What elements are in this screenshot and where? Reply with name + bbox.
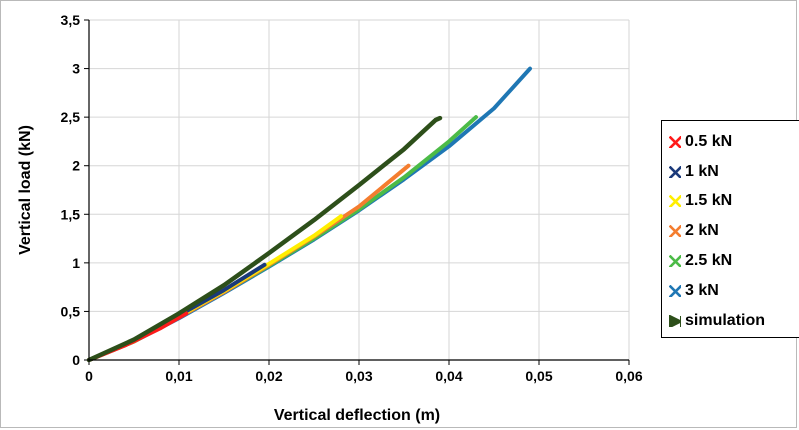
x-marker-icon (669, 135, 681, 148)
x-tick-label: 0,03 (345, 368, 372, 384)
x-tick-label: 0 (85, 368, 93, 384)
y-tick-label: 0,5 (61, 303, 81, 319)
x-marker-icon (669, 195, 681, 208)
x-marker-icon (669, 284, 681, 297)
legend-label: 2.5 kN (685, 252, 733, 270)
y-tick-label: 2,5 (61, 109, 81, 125)
x-tick-label: 0,04 (435, 368, 462, 384)
legend-item-simulation: simulation (669, 306, 799, 336)
legend-label: simulation (685, 311, 766, 329)
x-marker-icon (669, 165, 681, 178)
bowtie-marker-icon (669, 314, 681, 327)
legend-item-1-kn: 1 kN (669, 157, 799, 187)
x-tick-label: 0,01 (165, 368, 192, 384)
x-axis-title: Vertical deflection (m) (274, 407, 440, 424)
legend-item-3-kn: 3 kN (669, 276, 799, 306)
legend: 0.5 kN 1 kN 1.5 kN 2 kN 2.5 kN 3 kN simulation (661, 120, 799, 338)
legend-item-2-kn: 2 kN (669, 216, 799, 246)
x-marker-icon (669, 255, 681, 268)
y-tick-label: 0 (72, 352, 80, 368)
series-line-1-5-kn (87, 214, 343, 362)
y-tick-label: 3,5 (61, 12, 81, 28)
y-tick-label: 1 (72, 255, 80, 271)
legend-item-1-5-kn: 1.5 kN (669, 187, 799, 217)
tick-labels: 0 0,01 0,02 0,03 0,04 0,05 0,06 0 0,5 1 1,5 2 2,5 3 3,… (61, 12, 643, 384)
x-tick-label: 0,06 (615, 368, 642, 384)
axes (84, 19, 630, 365)
legend-item-0-5-kn: 0.5 kN (669, 127, 799, 157)
legend-label: 1 kN (685, 162, 719, 180)
y-tick-label: 1,5 (61, 206, 81, 222)
series-layer (86, 66, 532, 363)
series-line-simulation (86, 115, 443, 363)
x-tick-label: 0,05 (525, 368, 552, 384)
series-line-2-5-kn (87, 115, 478, 362)
legend-label: 1.5 kN (685, 192, 733, 210)
y-axis-title: Vertical load (kN) (17, 125, 34, 255)
legend-label: 2 kN (685, 222, 719, 240)
y-tick-label: 2 (72, 158, 80, 174)
legend-label: 3 kN (685, 281, 719, 299)
y-tick-label: 3 (72, 61, 80, 77)
grid (89, 19, 630, 360)
legend-item-2-5-kn: 2.5 kN (669, 246, 799, 276)
legend-label: 0.5 kN (685, 132, 733, 150)
x-tick-label: 0,02 (255, 368, 282, 384)
x-marker-icon (669, 225, 681, 238)
